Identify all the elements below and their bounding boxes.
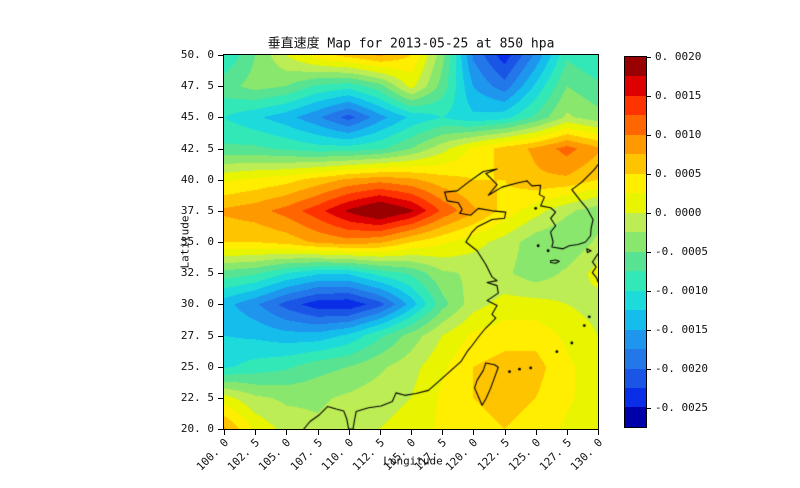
y-tickmark — [218, 335, 223, 337]
colorbar-tick-label: 0. 0015 — [655, 88, 702, 102]
colorbar-segment — [625, 154, 646, 174]
colorbar-tickmark — [647, 368, 651, 370]
colorbar-segment — [625, 310, 646, 330]
colorbar-segment — [625, 329, 646, 350]
colorbar — [624, 56, 647, 428]
colorbar-tick-label: -0. 0025 — [655, 400, 708, 414]
y-tickmark — [218, 273, 223, 275]
y-tickmark — [218, 179, 223, 181]
chart-title: 垂直速度 Map for 2013-05-25 at 850 hpa — [267, 36, 555, 52]
y-tickmark — [218, 117, 223, 119]
contour-map-canvas — [223, 54, 599, 430]
colorbar-segment — [625, 115, 646, 135]
colorbar-segment — [625, 76, 646, 96]
x-tickmark — [598, 430, 599, 435]
colorbar-segment — [625, 173, 646, 194]
x-tickmark — [379, 430, 381, 435]
y-tick-label: 47. 5 — [180, 79, 214, 93]
colorbar-segment — [625, 349, 646, 369]
colorbar-segment — [625, 193, 646, 213]
x-tickmark — [473, 430, 475, 435]
y-tickmark — [218, 242, 223, 243]
colorbar-segment — [625, 212, 646, 233]
y-tick-label: 45. 0 — [180, 110, 214, 124]
y-tickmark — [218, 366, 223, 368]
y-tick-label: 27. 5 — [180, 328, 214, 342]
x-tickmark — [286, 430, 288, 435]
x-tickmark — [224, 430, 225, 435]
colorbar-tickmark — [647, 329, 651, 331]
y-tick-label: 25. 0 — [180, 359, 214, 373]
y-tick-label: 22. 5 — [180, 390, 214, 404]
y-tickmark — [218, 304, 223, 306]
x-tickmark — [566, 430, 568, 435]
colorbar-tick-label: 0. 0005 — [655, 166, 702, 180]
colorbar-tick-label: -0. 0015 — [655, 322, 708, 336]
colorbar-segment — [625, 134, 646, 155]
y-tickmark — [218, 55, 223, 56]
colorbar-segment — [625, 57, 646, 77]
x-axis-label: Longitude — [383, 454, 443, 468]
y-tickmark — [218, 210, 223, 212]
colorbar-tick-label: 0. 0010 — [655, 127, 702, 141]
x-tickmark — [317, 430, 319, 435]
x-tickmark — [535, 430, 537, 435]
x-tickmark — [504, 430, 506, 435]
colorbar-tickmark — [647, 407, 651, 409]
colorbar-tick-label: -0. 0005 — [655, 244, 708, 258]
y-tickmark — [218, 397, 223, 399]
colorbar-tickmark — [647, 212, 651, 214]
y-tick-label: 37. 5 — [180, 203, 214, 217]
colorbar-tick-label: 0. 0000 — [655, 205, 702, 219]
colorbar-tickmark — [647, 290, 651, 292]
y-tickmark — [218, 148, 223, 150]
y-tick-label: 32. 5 — [180, 266, 214, 280]
y-tick-label: 40. 0 — [180, 172, 214, 186]
colorbar-tickmark — [647, 134, 651, 136]
y-tick-label: 50. 0 — [180, 48, 214, 61]
x-tickmark — [255, 430, 257, 435]
colorbar-segment — [625, 95, 646, 116]
y-tick-label: 42. 5 — [180, 141, 214, 155]
y-tick-label: 30. 0 — [180, 297, 214, 311]
colorbar-segment — [625, 368, 646, 388]
colorbar-tick-label: 0. 0020 — [655, 50, 702, 63]
y-tick-label: 35. 0 — [180, 235, 214, 248]
colorbar-tickmark — [647, 173, 651, 175]
x-tickmark — [442, 430, 444, 435]
colorbar-tickmark — [647, 251, 651, 253]
colorbar-segment — [625, 407, 646, 427]
colorbar-tick-label: -0. 0020 — [655, 361, 708, 375]
colorbar-segment — [625, 232, 646, 252]
colorbar-segment — [625, 290, 646, 311]
colorbar-segment — [625, 251, 646, 272]
colorbar-tick-label: -0. 0010 — [655, 283, 708, 297]
colorbar-tickmark — [647, 57, 651, 58]
x-tickmark — [348, 430, 350, 435]
y-tickmark — [218, 86, 223, 88]
colorbar-segment — [625, 387, 646, 408]
y-tick-label: 20. 0 — [180, 422, 214, 435]
y-tickmark — [218, 429, 223, 430]
x-tickmark — [411, 430, 412, 435]
colorbar-segment — [625, 271, 646, 291]
colorbar-tickmark — [647, 95, 651, 97]
